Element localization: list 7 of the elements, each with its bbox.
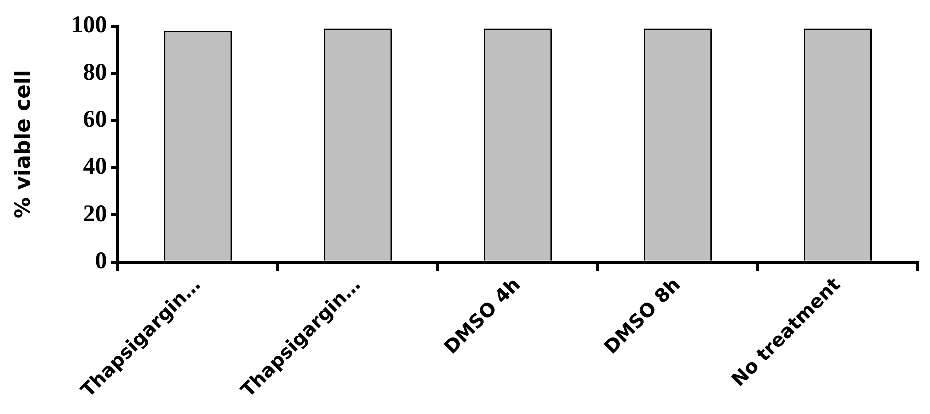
y-tick-label: 80 xyxy=(83,60,108,86)
y-tick-label: 60 xyxy=(83,106,108,133)
y-tick-label: 40 xyxy=(83,154,108,180)
y-tick-label: 20 xyxy=(83,201,108,228)
y-axis-title: % viable cell xyxy=(11,70,36,219)
y-tick-label: 0 xyxy=(95,248,108,275)
y-tick-label: 100 xyxy=(71,12,108,39)
